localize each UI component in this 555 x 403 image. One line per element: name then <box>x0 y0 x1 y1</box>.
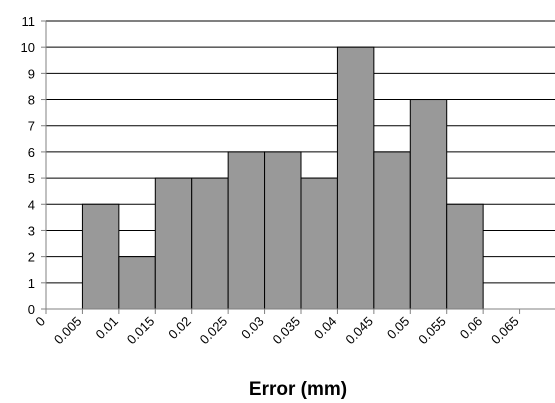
histogram-bar <box>336 46 375 310</box>
x-tick-label: 0.01 <box>92 314 121 343</box>
histogram-bar <box>118 256 156 310</box>
y-tick-label: 11 <box>22 14 36 29</box>
x-tick-label: 0.015 <box>124 314 158 348</box>
x-tick-labels: 0 0.005 0.01 0.015 0.02 0.025 0.03 0.035 0.04 0.0… <box>32 314 521 348</box>
histogram-bar <box>154 177 193 310</box>
y-tick-label: 9 <box>28 66 35 81</box>
x-tick-label: 0.06 <box>457 314 486 343</box>
x-tick-label: 0.055 <box>415 314 449 348</box>
y-tick-label: 5 <box>28 171 35 186</box>
histogram-bar <box>191 177 229 310</box>
histogram-bar <box>264 151 302 310</box>
x-tick-label: 0.02 <box>165 314 194 343</box>
x-axis-label: Error (mm) <box>249 379 347 400</box>
y-tick-label: 0 <box>28 302 35 317</box>
y-tick-label: 10 <box>21 40 35 55</box>
y-tick-labels: 0 1 2 3 4 5 6 7 8 9 10 11 <box>21 14 35 317</box>
x-tick-label: 0.03 <box>238 314 267 343</box>
x-tick-label: 0 <box>32 314 48 330</box>
x-tick-label: 0.005 <box>51 314 85 348</box>
histogram-bar <box>409 99 448 310</box>
y-tick-label: 2 <box>28 250 35 265</box>
histogram-bar <box>373 151 411 310</box>
y-tick-label: 7 <box>28 119 35 134</box>
histogram-bar <box>446 203 484 310</box>
y-tick-label: 4 <box>28 197 35 212</box>
x-tick-label: 0.025 <box>197 314 231 348</box>
x-tick-label: 0.045 <box>342 314 376 348</box>
histogram-bar <box>81 203 120 310</box>
x-tick-label: 0.035 <box>270 314 304 348</box>
x-tick-label: 0.04 <box>311 314 340 343</box>
histogram-bar <box>227 151 266 310</box>
y-tick-label: 3 <box>28 223 35 238</box>
x-tick-label: 0.065 <box>488 314 522 348</box>
axes <box>41 20 555 314</box>
y-tick-label: 1 <box>28 276 35 291</box>
y-tick-label: 6 <box>28 145 35 160</box>
y-tick-label: 8 <box>28 93 35 108</box>
bars <box>81 46 484 310</box>
histogram-bar <box>300 177 338 310</box>
x-tick-label: 0.05 <box>384 314 413 343</box>
